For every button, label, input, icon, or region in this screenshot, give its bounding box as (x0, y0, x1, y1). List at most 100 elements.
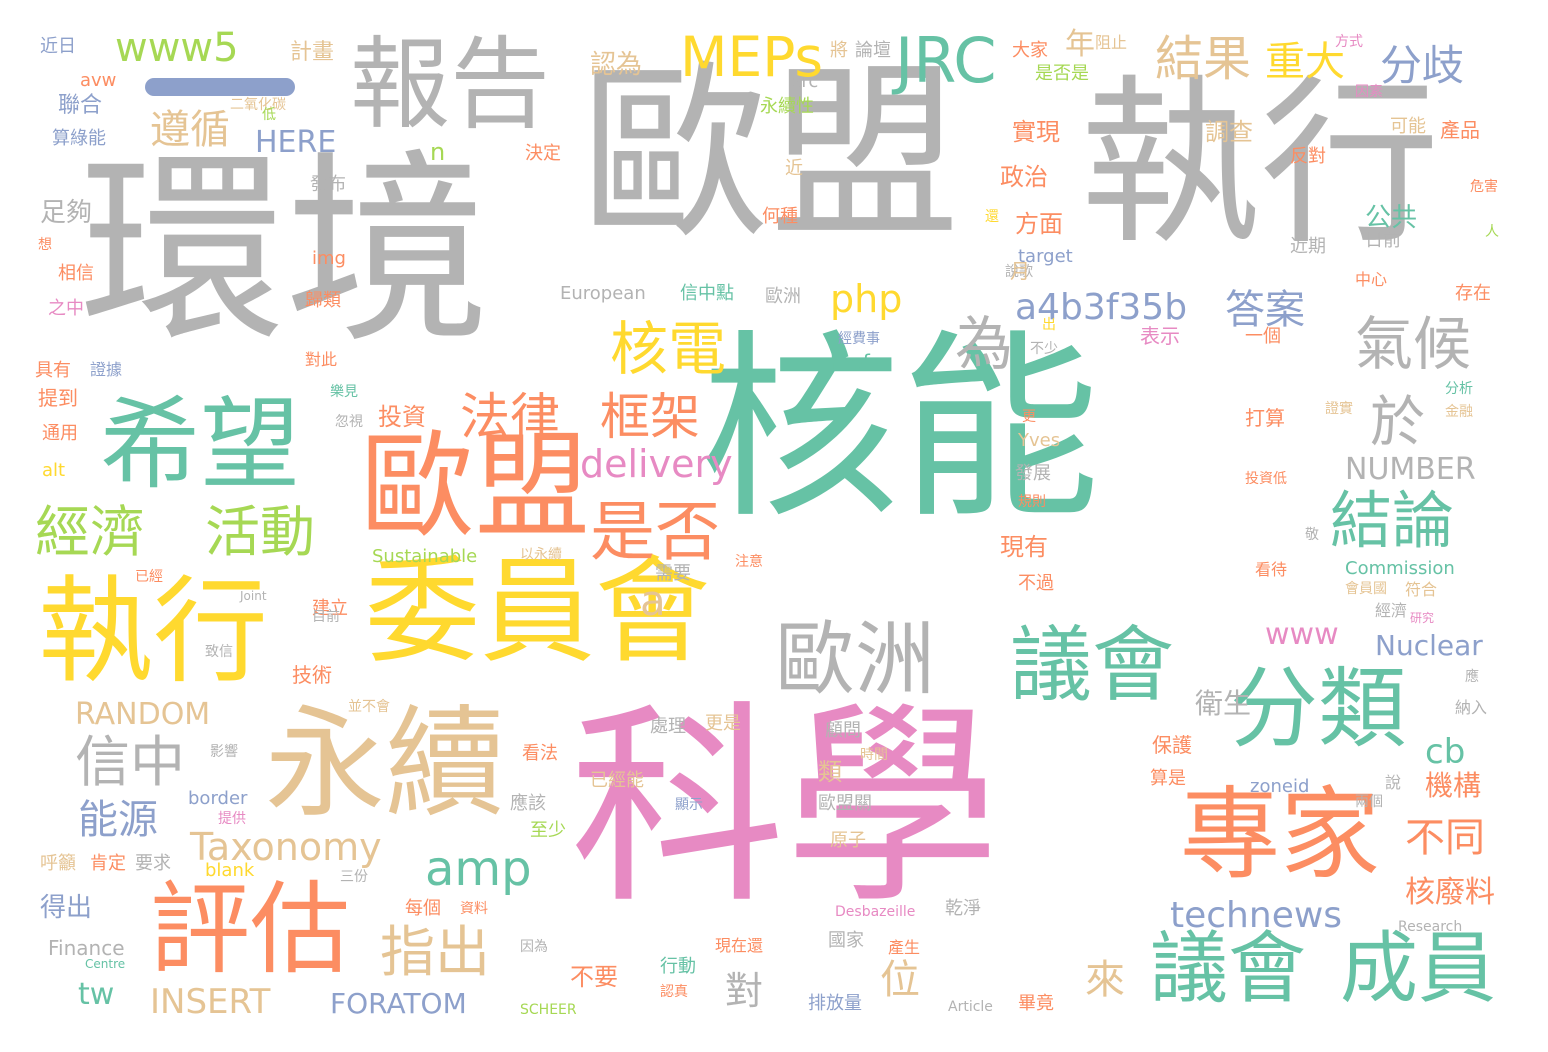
word-should: 應 (1465, 669, 1479, 685)
word-trust: 相信 (58, 263, 94, 284)
word-institution: 機構 (1425, 769, 1482, 802)
word-center: 中心 (1355, 270, 1388, 289)
word-year: 年 (1065, 27, 1095, 62)
word-country: 國家 (828, 930, 864, 951)
word-say: 說 (1385, 773, 1402, 792)
word-many: 不少 (1030, 341, 1058, 357)
word-answer: 答案 (1225, 287, 1305, 333)
word-after-all: 畢竟 (1018, 993, 1054, 1014)
word-foratom: FORATOM (330, 987, 467, 1020)
word-www: www (1265, 617, 1339, 652)
word-report: 報告 (350, 26, 550, 143)
word-enough: 足夠 (40, 198, 93, 228)
word-europe-small: 歐洲 (765, 286, 801, 307)
word-product: 產品 (1440, 118, 1480, 142)
word-out: 出 (1042, 317, 1056, 333)
word-law: 法律 (460, 388, 560, 446)
word-blank: blank (205, 860, 255, 881)
word-finance: 金融 (1445, 404, 1473, 420)
word-at-least: 至少 (530, 820, 566, 841)
word-everyone: 大家 (1012, 40, 1048, 61)
word-plan: 計畫 (290, 40, 335, 65)
word-already-can: 已經能 (590, 770, 644, 791)
word-plan-to: 打算 (1245, 406, 1285, 430)
word-count-as: 算是 (1150, 768, 1186, 789)
word-rule: 規則 (1018, 494, 1046, 510)
word-green-energy: 算綠能 (52, 128, 106, 149)
word-for: 為 (955, 310, 1014, 378)
word-opinion: 看法 (522, 743, 558, 764)
word-request: 要求 (135, 853, 171, 874)
word-categorize: 歸類 (305, 290, 341, 311)
word-nuclear: Nuclear (1375, 629, 1483, 662)
word-border: border (188, 788, 248, 809)
word-think: 想 (38, 237, 52, 253)
word-action: 行動 (660, 956, 696, 977)
word-cb: cb (1425, 732, 1466, 772)
word-emissions: 排放量 (808, 993, 862, 1014)
word-src: src (792, 71, 819, 92)
word-show: 顯示 (675, 797, 703, 813)
decorative-bar (145, 78, 295, 96)
word-sustainable: 永續 (265, 695, 505, 834)
word-now-target: 目前 (312, 609, 340, 625)
word-sustainability: 永續性 (760, 96, 814, 117)
word-way: 方式 (1335, 34, 1363, 50)
word-nuclear-energy: 核能 (700, 313, 1101, 546)
word-possible: 可能 (1390, 116, 1426, 137)
word-centre: Centre (85, 957, 126, 971)
word-existing: 現有 (1000, 533, 1048, 561)
word-funds: 經費事 (838, 331, 880, 347)
word-survey: 調查 (1205, 118, 1253, 146)
word-advisor: 顧問 (825, 720, 861, 741)
word-still-now: 現在還 (715, 936, 764, 955)
word-three-copies: 三份 (340, 869, 368, 885)
word-economy-small: 經濟 (1375, 601, 1408, 620)
word-ought: 應該 (510, 793, 546, 814)
word-need: 需要 (655, 563, 691, 584)
word-already: 已經 (135, 569, 163, 585)
word-stop: 阻止 (1095, 33, 1128, 52)
word-more: 更 (1022, 409, 1036, 425)
word-have: 具有 (35, 360, 71, 381)
word-said: 說歌 (1005, 264, 1033, 280)
word-evidence: 證據 (90, 360, 123, 379)
word-parliament-a: 議會 (1010, 618, 1175, 713)
word-alt: alt (42, 460, 66, 481)
word-affirm: 肯定 (90, 853, 126, 874)
word-sustainable-en: Sustainable (372, 546, 478, 567)
word-come: 來 (1085, 957, 1125, 1003)
word-tw: tw (78, 977, 115, 1012)
word-europe: 歐洲 (775, 613, 935, 706)
word-is-it: 是否是 (1035, 63, 1089, 84)
word-invest: 投資 (378, 403, 426, 431)
word-establish: 建立 (312, 598, 348, 619)
word-exist: 存在 (1455, 283, 1491, 304)
word-near: 近 (785, 158, 803, 179)
word-hash: a4b3f35b (1015, 287, 1188, 328)
word-research: Research (1398, 919, 1463, 935)
word-delivery: delivery (580, 442, 733, 486)
word-view: 看待 (1255, 560, 1288, 579)
word-parliament-b: 議會 (1150, 924, 1307, 1014)
word-do-not: 不要 (570, 963, 618, 991)
word-whether: 是否 (590, 495, 721, 570)
word-random: RANDOM (75, 697, 211, 732)
word-confirm: 證實 (1325, 401, 1353, 417)
word-position: 位 (880, 957, 920, 1003)
word-two: 兩個 (1355, 794, 1383, 810)
word-science: 科學 (570, 682, 1000, 933)
word-follow: 遵循 (150, 107, 230, 153)
word-comply: 符合 (1405, 580, 1438, 599)
word-eu: 歐盟 (360, 420, 591, 554)
word-clean: 乾淨 (945, 898, 981, 919)
word-eu-related: 歐盟關 (818, 793, 872, 814)
word-serious: 認真 (660, 984, 688, 1000)
word-insert: INSERT (150, 982, 271, 1022)
word-notice: 注意 (735, 554, 763, 570)
word-each: 每個 (405, 898, 441, 919)
word-month: 月 (1010, 259, 1030, 283)
word-eu-large: 歐盟 (580, 44, 961, 265)
word-by-sustainable: 以永續 (520, 547, 562, 563)
word-article: Article (948, 999, 993, 1015)
